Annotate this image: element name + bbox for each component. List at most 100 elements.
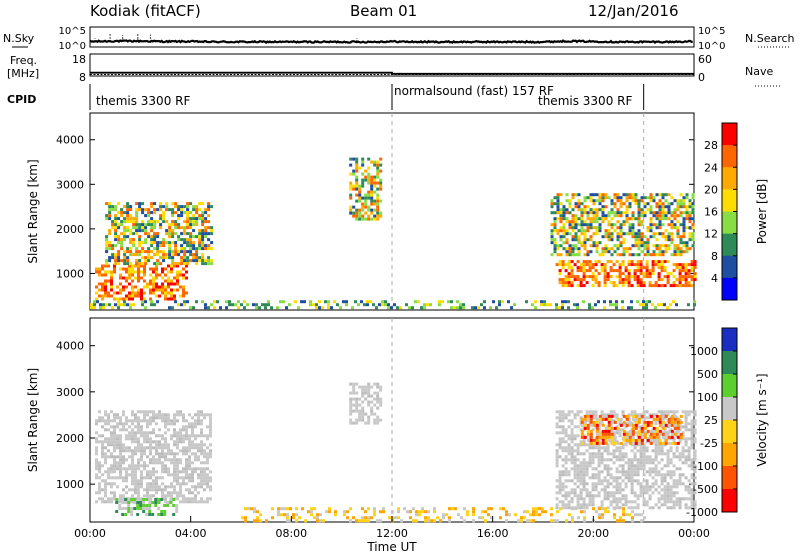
velocity-echo-cell — [277, 507, 280, 511]
velocity-echo-cell — [355, 382, 359, 386]
power-echo-cell — [204, 303, 207, 307]
power-echo-cell — [408, 306, 411, 310]
power-echo-cell — [598, 208, 602, 212]
velocity-echo-cell — [140, 479, 143, 483]
power-echo-cell — [645, 263, 649, 267]
velocity-echo-cell — [651, 506, 655, 510]
velocity-echo-cell — [146, 422, 149, 426]
velocity-echo-cell — [666, 482, 670, 486]
power-echo-cell — [685, 217, 689, 221]
power-echo-cell — [600, 269, 604, 273]
velocity-echo-cell — [606, 413, 610, 417]
power-echo-cell — [429, 303, 432, 307]
power-echo-cell — [210, 229, 214, 233]
velocity-echo-cell — [352, 516, 355, 520]
velocity-echo-cell — [194, 419, 197, 423]
velocity-echo-cell — [179, 476, 182, 480]
power-echo-cell — [655, 253, 659, 257]
velocity-echo-cell — [191, 479, 194, 483]
power-echo-cell — [456, 300, 459, 304]
power-echo-cell — [607, 232, 611, 236]
velocity-echo-cell — [583, 423, 587, 427]
velocity-echo-cell — [131, 449, 134, 453]
velocity-echo-cell — [182, 446, 185, 450]
power-echo-cell — [634, 238, 638, 242]
velocity-echo-cell — [634, 513, 637, 517]
velocity-echo-cell — [561, 431, 565, 435]
velocity-echo-cell — [143, 488, 146, 492]
power-echo-cell — [174, 250, 178, 254]
velocity-echo-cell — [134, 488, 137, 492]
velocity-echo-cell — [666, 485, 670, 489]
velocity-echo-cell — [122, 410, 125, 414]
power-echo-cell — [129, 229, 133, 233]
velocity-echo-cell — [576, 467, 580, 471]
velocity-echo-cell — [607, 426, 611, 430]
velocity-echo-cell — [645, 479, 649, 483]
velocity-echo-cell — [591, 494, 595, 498]
power-echo-cell — [165, 253, 169, 257]
power-echo-cell — [373, 202, 377, 206]
velocity-echo-cell — [553, 519, 556, 523]
velocity-echo-cell — [591, 455, 595, 459]
power-echo-cell — [690, 266, 694, 270]
power-echo-cell — [603, 281, 607, 285]
velocity-echo-cell — [561, 503, 565, 507]
power-echo-cell — [583, 247, 587, 251]
power-echo-cell — [137, 267, 140, 271]
power-echo-cell — [189, 250, 193, 254]
power-echo-cell — [610, 223, 614, 227]
power-echo-cell — [195, 256, 199, 260]
velocity-echo-cell — [472, 513, 475, 517]
velocity-echo-cell — [591, 503, 595, 507]
velocity-echo-cell — [684, 422, 688, 426]
velocity-echo-cell — [639, 425, 643, 429]
velocity-echo-cell — [550, 507, 553, 511]
velocity-echo-cell — [670, 435, 674, 439]
velocity-echo-cell — [146, 491, 149, 495]
velocity-echo-cell — [191, 470, 194, 474]
velocity-echo-cell — [131, 464, 134, 468]
power-echo-cell — [571, 247, 575, 251]
power-echo-cell — [580, 217, 584, 221]
power-echo-cell — [143, 297, 146, 301]
velocity-echo-cell — [508, 513, 511, 517]
power-echo-cell — [586, 229, 590, 233]
power-echo-cell — [672, 263, 676, 267]
velocity-echo-cell — [592, 441, 596, 445]
velocity-echo-cell — [645, 482, 649, 486]
velocity-echo-cell — [667, 435, 671, 439]
velocity-echo-cell — [676, 426, 680, 430]
velocity-echo-cell — [134, 467, 137, 471]
power-echo-cell — [571, 250, 575, 254]
power-echo-cell — [143, 291, 146, 295]
velocity-echo-cell — [361, 388, 365, 392]
velocity-echo-cell — [140, 476, 143, 480]
power-colorbar-label: Power [dB] — [755, 179, 769, 244]
power-echo-cell — [685, 250, 689, 254]
power-echo-cell — [182, 288, 185, 292]
power-echo-cell — [195, 300, 198, 304]
velocity-echo-cell — [358, 412, 362, 416]
velocity-echo-cell — [352, 388, 356, 392]
power-echo-cell — [670, 238, 674, 242]
velocity-colorbar-swatch — [722, 374, 737, 398]
velocity-echo-cell — [137, 458, 140, 462]
velocity-echo-cell — [619, 423, 623, 427]
velocity-echo-cell — [364, 385, 368, 389]
power-echo-cell — [120, 259, 124, 263]
velocity-echo-cell — [654, 455, 658, 459]
velocity-echo-cell — [630, 473, 634, 477]
power-ytick-label: 3000 — [56, 178, 84, 191]
velocity-echo-cell — [583, 519, 586, 523]
velocity-echo-cell — [149, 458, 152, 462]
power-echo-cell — [610, 211, 614, 215]
velocity-echo-cell — [649, 420, 653, 424]
velocity-echo-cell — [104, 470, 107, 474]
velocity-echo-cell — [176, 491, 179, 495]
velocity-echo-cell — [622, 420, 626, 424]
velocity-echo-cell — [586, 426, 590, 430]
power-echo-cell — [207, 244, 211, 248]
velocity-echo-cell — [648, 455, 652, 459]
velocity-echo-cell — [571, 516, 574, 520]
